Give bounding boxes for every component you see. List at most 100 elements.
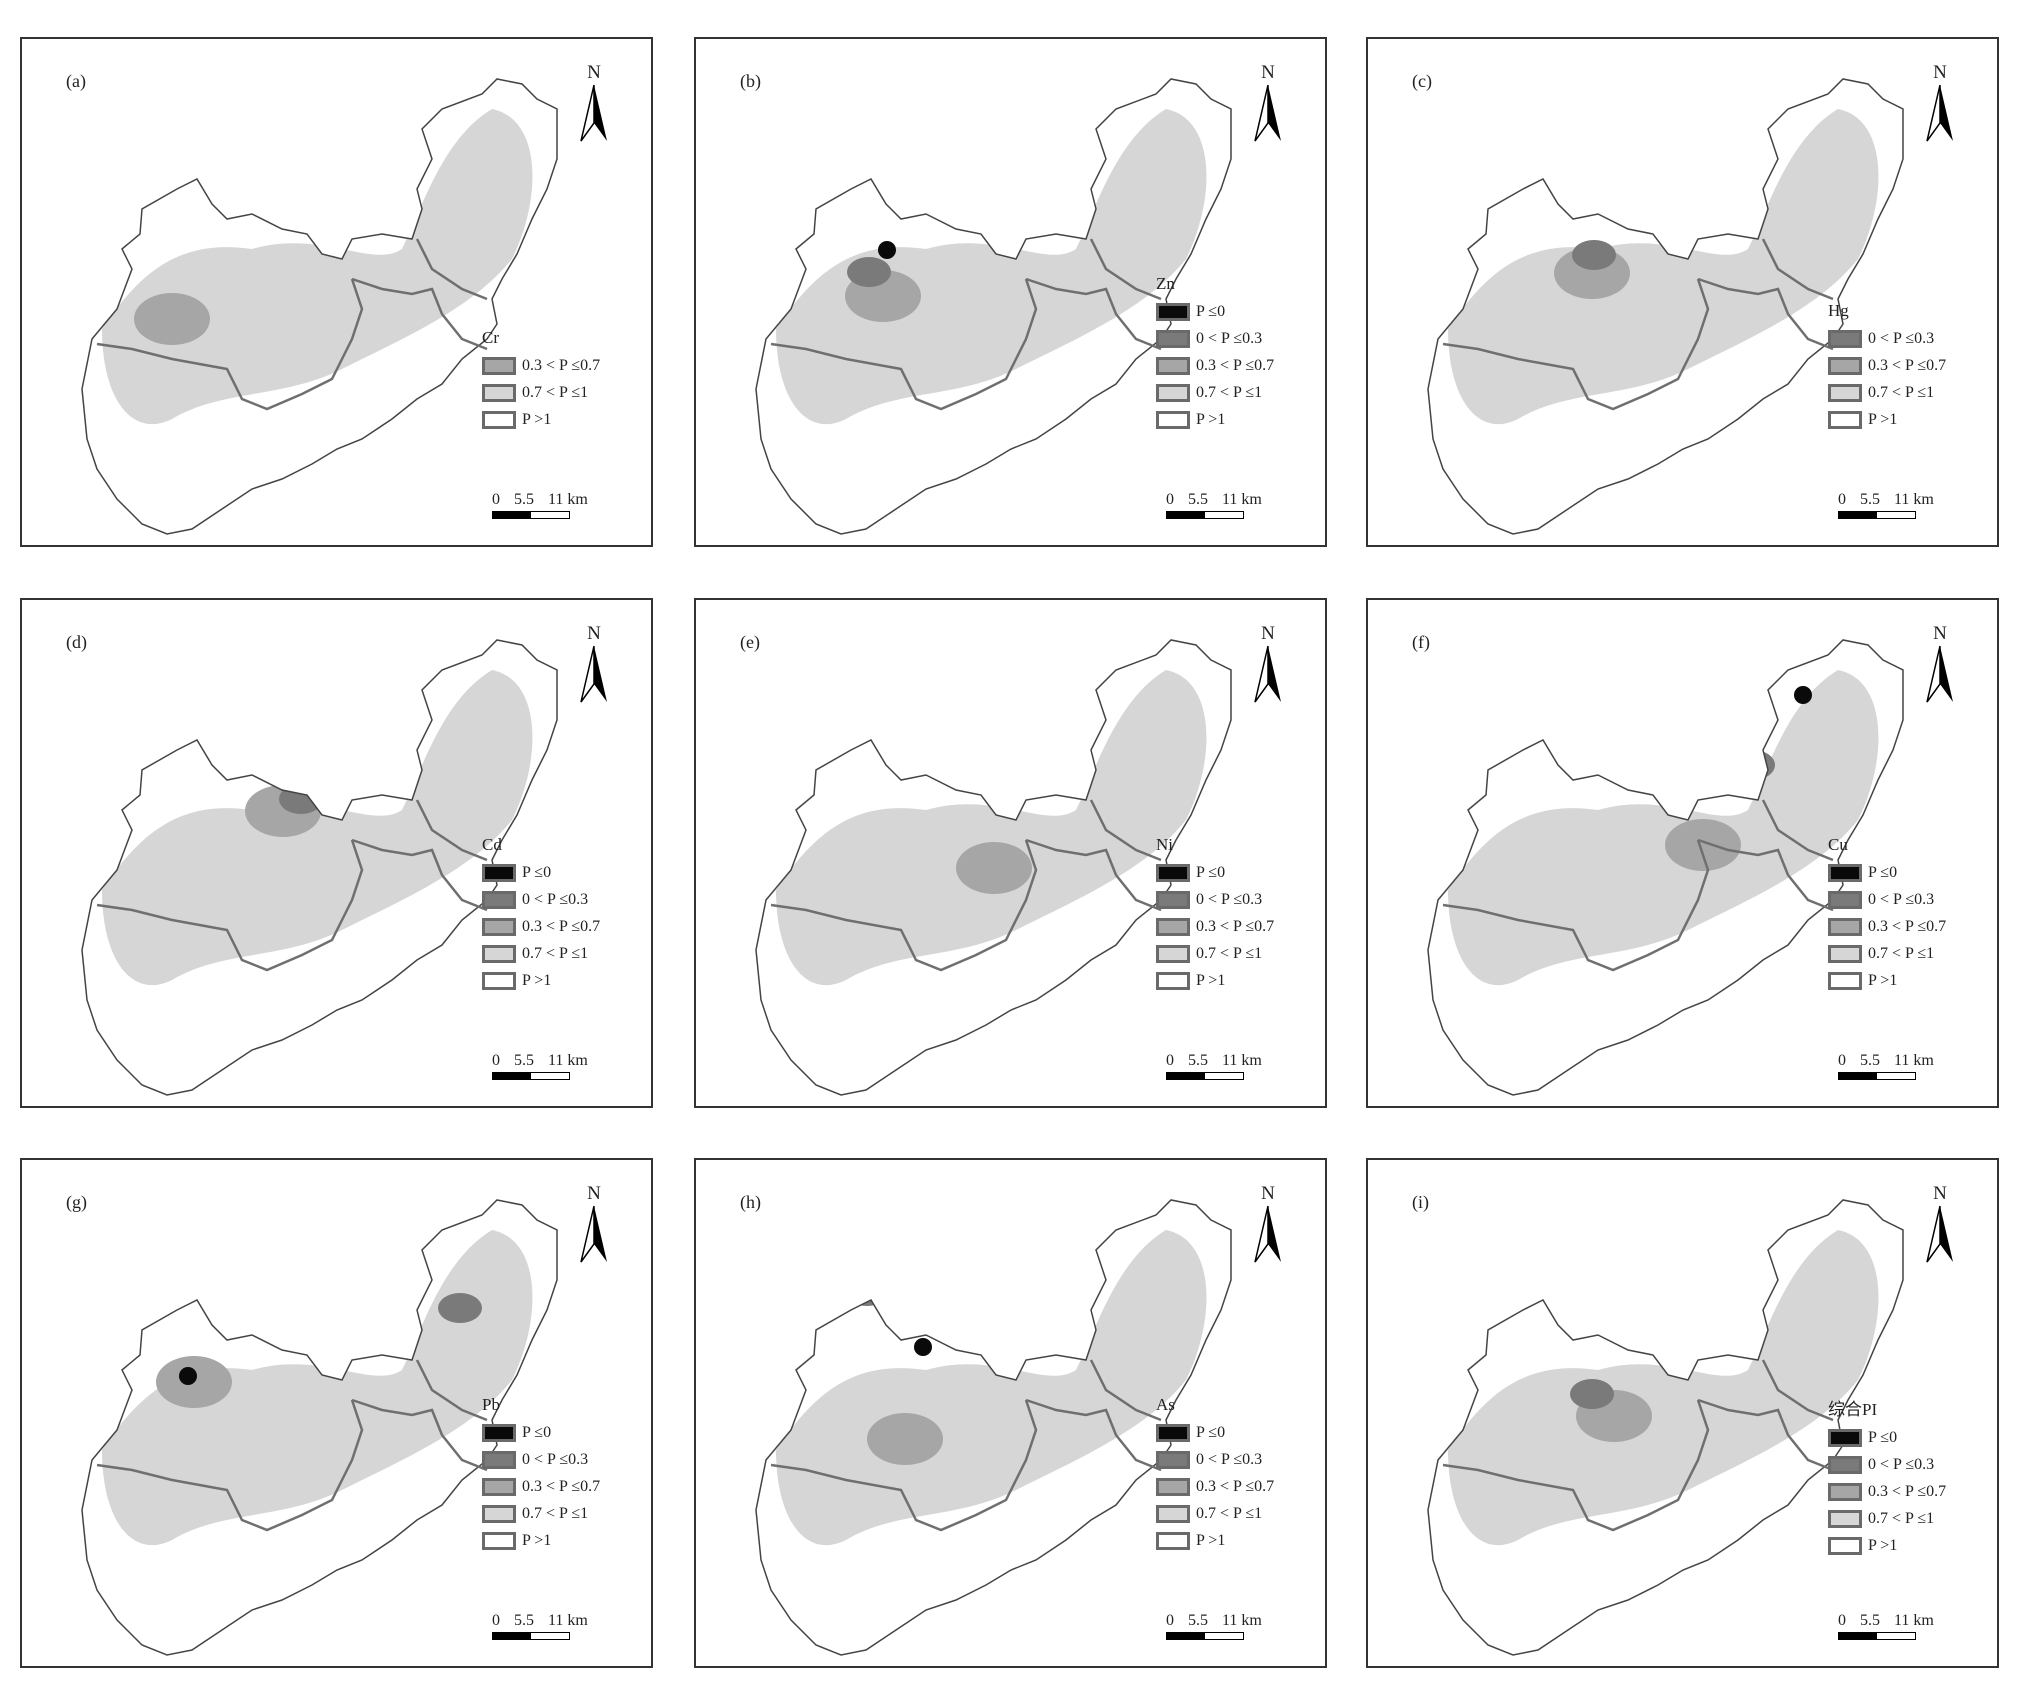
- legend-item: P ≤0: [1156, 1419, 1274, 1446]
- legend-item: 0.3 < P ≤0.7: [1156, 1473, 1274, 1500]
- panel-label: (d): [66, 632, 87, 652]
- north-arrow-icon: N: [572, 63, 616, 153]
- north-arrow-icon: N: [1918, 624, 1962, 714]
- scale-label-mid: 5.5: [514, 1612, 534, 1629]
- district-boundary-2: [1697, 277, 1834, 351]
- legend-label: P >1: [1868, 1536, 1898, 1554]
- district-boundary-1: [770, 839, 1038, 972]
- scale-label-mid: 5.5: [1860, 1052, 1880, 1069]
- legend-swatch: [1156, 329, 1190, 348]
- district-boundary-3: [1089, 1359, 1162, 1422]
- legend-title: Cr: [482, 328, 499, 347]
- north-arrow-icon: N: [1246, 624, 1290, 714]
- legend-label: 0 < P ≤0.3: [1868, 890, 1935, 908]
- scale-label-zero: 0: [492, 1612, 500, 1629]
- region-outline: [81, 639, 558, 1096]
- legend-swatch: [1156, 863, 1190, 882]
- legend-label: P ≤0: [1196, 1423, 1226, 1441]
- legend-swatch: [1156, 302, 1190, 321]
- legend-label: 0.3 < P ≤0.7: [522, 1477, 601, 1495]
- legend-label: P >1: [1868, 410, 1898, 428]
- legend-item: P >1: [1828, 967, 1946, 994]
- class-zone-le-0: [326, 744, 344, 762]
- legend-item: 0 < P ≤0.3: [1828, 1451, 1946, 1478]
- legend-title: Ni: [1156, 835, 1173, 854]
- legend: Pb P ≤0 0 < P ≤0.3 0.3 < P ≤0.7 0.7 < P ≤1 P …: [482, 1395, 600, 1554]
- scale-label-end: 11 km: [1222, 1612, 1262, 1629]
- legend-swatch: [482, 917, 516, 936]
- legend-item: 0.7 < P ≤1: [482, 1500, 600, 1527]
- north-label: N: [1261, 623, 1275, 644]
- legend-item: P ≤0: [482, 859, 600, 886]
- region-outline: [1427, 78, 1904, 535]
- legend-label: 0 < P ≤0.3: [1868, 1455, 1935, 1473]
- scale-bar: 0 5.5 11 km: [1166, 1612, 1262, 1640]
- scale-label-end: 11 km: [1222, 1052, 1262, 1069]
- legend: 综合PI P ≤0 0 < P ≤0.3 0.3 < P ≤0.7 0.7 < P ≤1…: [1828, 1395, 1946, 1559]
- class-zone-0.7-1: [776, 109, 1207, 425]
- region-map: [81, 78, 558, 535]
- legend-label: 0.7 < P ≤1: [1196, 383, 1263, 401]
- north-arrow-icon: N: [572, 624, 616, 714]
- legend: Hg 0 < P ≤0.3 0.3 < P ≤0.7 0.7 < P ≤1 P >1: [1828, 301, 1946, 433]
- legend-item: 0.3 < P ≤0.7: [1156, 913, 1274, 940]
- region-outline: [1427, 639, 1904, 1096]
- region-outline: [755, 639, 1232, 1096]
- north-label: N: [1933, 623, 1947, 644]
- legend: Cd P ≤0 0 < P ≤0.3 0.3 < P ≤0.7 0.7 < P ≤1 P …: [482, 835, 600, 994]
- class-zone-0.3-0.7: [956, 842, 1032, 894]
- class-zone-0.7-1: [102, 1230, 533, 1546]
- legend-swatch: [1828, 944, 1862, 963]
- panel-label: (e): [740, 632, 760, 652]
- legend-label: 0.3 < P ≤0.7: [1868, 356, 1947, 374]
- legend-item: 0 < P ≤0.3: [482, 886, 600, 913]
- legend-item: P ≤0: [1828, 1424, 1946, 1451]
- district-boundary-2: [1025, 277, 1162, 351]
- legend-item: P >1: [1156, 406, 1274, 433]
- district-boundary-1: [1442, 839, 1710, 972]
- legend-label: P >1: [1196, 971, 1226, 989]
- legend-label: P >1: [1196, 410, 1226, 428]
- legend-label: P >1: [1868, 971, 1898, 989]
- region-outline: [755, 1199, 1232, 1656]
- north-label: N: [1933, 62, 1947, 83]
- legend-swatch: [482, 356, 516, 375]
- class-zone-0.7-1: [1448, 109, 1879, 425]
- panel-label: (g): [66, 1192, 87, 1212]
- legend-swatch: [1828, 1428, 1862, 1447]
- north-label: N: [1933, 1183, 1947, 1204]
- legend-swatch: [482, 1477, 516, 1496]
- region-map: [1427, 639, 1904, 1096]
- legend-title: 综合PI: [1828, 1400, 1878, 1419]
- district-boundary-2: [351, 1398, 488, 1472]
- legend-swatch: [1156, 971, 1190, 990]
- legend-label: 0 < P ≤0.3: [1868, 329, 1935, 347]
- region-map: [1427, 78, 1904, 535]
- legend-swatch: [1828, 1455, 1862, 1474]
- class-zone-0-0.3: [1006, 767, 1050, 797]
- legend: Zn P ≤0 0 < P ≤0.3 0.3 < P ≤0.7 0.7 < P ≤1 P …: [1156, 274, 1274, 433]
- legend-label: 0.3 < P ≤0.7: [522, 356, 601, 374]
- legend-swatch: [482, 863, 516, 882]
- legend-title: Cu: [1828, 835, 1848, 854]
- legend-item: P ≤0: [1828, 859, 1946, 886]
- legend-item: 0.3 < P ≤0.7: [482, 352, 600, 379]
- legend-item: P >1: [482, 967, 600, 994]
- legend-swatch: [1156, 890, 1190, 909]
- legend-swatch: [482, 410, 516, 429]
- class-zone-0-0.3: [1572, 240, 1616, 270]
- legend-swatch: [482, 890, 516, 909]
- legend-item: P ≤0: [482, 1419, 600, 1446]
- legend-title: Cd: [482, 835, 502, 854]
- legend-swatch: [482, 1531, 516, 1550]
- legend-swatch: [1828, 356, 1862, 375]
- legend-swatch: [1828, 863, 1862, 882]
- legend-swatch: [1156, 410, 1190, 429]
- legend-item: 0.3 < P ≤0.7: [482, 1473, 600, 1500]
- class-zone-0-0.3: [279, 784, 323, 814]
- legend-label: 0.7 < P ≤1: [522, 944, 589, 962]
- legend-label: 0.3 < P ≤0.7: [1196, 917, 1275, 935]
- scale-label-zero: 0: [1838, 1052, 1846, 1069]
- legend-label: P ≤0: [1868, 863, 1898, 881]
- legend-title: Pb: [482, 1395, 500, 1414]
